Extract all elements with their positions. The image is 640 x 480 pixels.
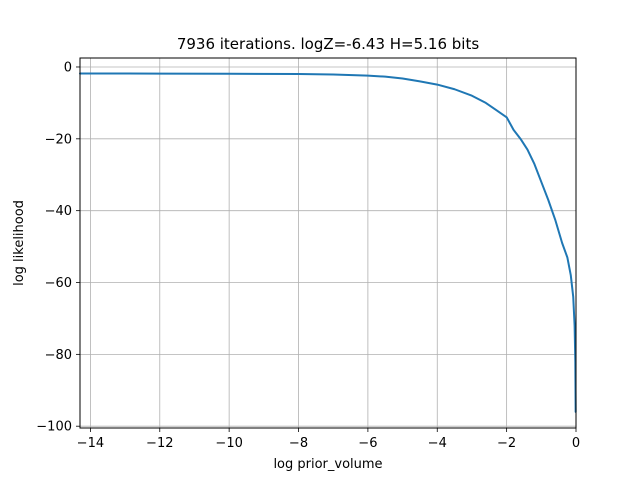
plot-frame <box>79 57 577 429</box>
x-tick-label: −14 <box>77 436 104 451</box>
y-tick-label: −40 <box>45 204 72 219</box>
y-tick-label: 0 <box>64 60 72 75</box>
x-tick-label: −8 <box>289 436 308 451</box>
y-tick-label: −20 <box>45 132 72 147</box>
x-tick-label: −4 <box>428 436 447 451</box>
x-tick-label: −2 <box>497 436 516 451</box>
x-tick-label: −12 <box>146 436 173 451</box>
plot-background <box>80 58 576 428</box>
y-tick-label: −60 <box>45 276 72 291</box>
y-tick-label: −100 <box>36 420 72 435</box>
series-line <box>79 72 577 413</box>
y-axis-label: log likelihood <box>12 200 27 286</box>
series-layer <box>79 72 577 413</box>
x-tick-label: 0 <box>572 436 580 451</box>
x-axis-label: log prior_volume <box>273 457 382 472</box>
x-tick-label: −6 <box>358 436 377 451</box>
chart-title: 7936 iterations. logZ=-6.43 H=5.16 bits <box>177 35 480 53</box>
y-tick-label: −80 <box>45 348 72 363</box>
ticks: −14 −12 −10 −8 −6 −4 −2 00−20−40−60−80−100 <box>36 60 580 451</box>
x-tick-label: −10 <box>215 436 242 451</box>
